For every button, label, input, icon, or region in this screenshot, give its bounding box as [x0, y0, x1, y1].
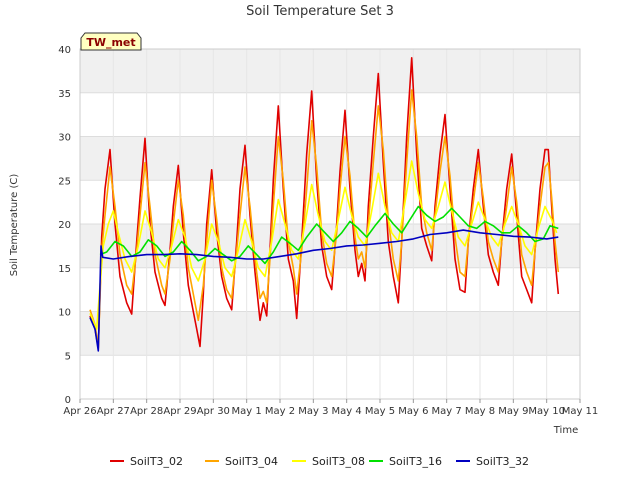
legend-label: SoilT3_02: [130, 455, 183, 468]
plot-band: [80, 224, 580, 268]
y-tick-label: 0: [65, 395, 71, 406]
x-tick-label: May 7: [432, 406, 462, 417]
legend: SoilT3_02 SoilT3_04 SoilT3_08 SoilT3_16 Soil…: [110, 455, 529, 468]
x-tick-label: Apr 26: [63, 406, 96, 417]
station-label-shape: [80, 32, 142, 51]
series-line-soilt3_32: [89, 229, 559, 352]
station-label: TW_met: [86, 36, 135, 49]
plot-bands: [80, 49, 580, 356]
y-tick-label: 35: [58, 89, 71, 100]
x-axis-ticks: Apr 26 Apr 27 Apr 28 Apr 29 Apr 30 May 1 May 2…: [63, 399, 598, 417]
x-tick-label: May 11: [562, 406, 599, 417]
legend-label: SoilT3_32: [476, 455, 529, 468]
x-tick-label: May 5: [365, 406, 395, 417]
series-line-soilt3_16: [99, 205, 559, 265]
x-tick-label: Apr 30: [197, 406, 230, 417]
x-tick-label: May 1: [232, 406, 262, 417]
plot-band: [80, 136, 580, 181]
x-tick-label: May 10: [528, 406, 565, 417]
chart-title: Soil Temperature Set 3: [246, 4, 394, 19]
y-tick-label: 5: [65, 351, 71, 362]
y-axis-ticks: 0 5 10 15 20 25 30 35 40: [58, 45, 71, 406]
y-tick-label: 10: [58, 308, 71, 319]
series-layer: [89, 57, 560, 352]
series-line-soilt3_08: [89, 160, 558, 330]
legend-label: SoilT3_04: [225, 455, 278, 468]
x-tick-label: May 3: [298, 406, 328, 417]
legend-label: SoilT3_16: [389, 455, 442, 468]
x-tick-label: Apr 27: [97, 406, 130, 417]
plot-band: [80, 311, 580, 356]
x-tick-label: May 4: [332, 406, 362, 417]
x-tick-label: Apr 29: [163, 406, 196, 417]
plot-frame: [79, 48, 581, 400]
series-line-soilt3_04: [89, 89, 560, 348]
y-tick-label: 40: [58, 45, 71, 56]
station-label-box: TW_met: [80, 32, 142, 51]
y-tick-label: 25: [58, 176, 71, 187]
y-tick-label: 15: [58, 264, 71, 275]
plot-band: [80, 49, 580, 93]
x-axis-title: Time: [553, 425, 578, 436]
legend-label: SoilT3_08: [312, 455, 365, 468]
y-tick-label: 20: [58, 220, 71, 231]
y-axis-title: Soil Temperature (C): [9, 174, 20, 277]
x-tick-label: Apr 28: [130, 406, 163, 417]
x-tick-label: May 9: [498, 406, 528, 417]
x-tick-label: May 8: [465, 406, 495, 417]
x-tick-label: May 2: [265, 406, 295, 417]
x-tick-label: May 6: [398, 406, 428, 417]
y-tick-label: 30: [58, 133, 71, 144]
